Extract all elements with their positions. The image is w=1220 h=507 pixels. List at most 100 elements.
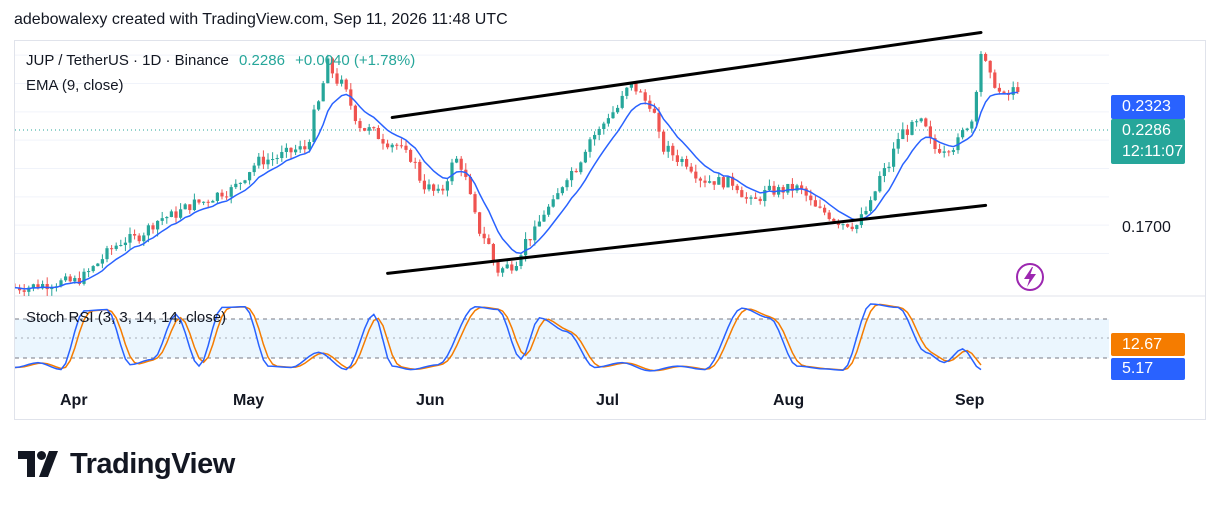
ema-price-tag: 0.2323 [1111,95,1185,119]
tv-logo-icon [18,451,58,477]
attribution-header: adebowalexy created with TradingView.com… [14,11,508,28]
candle-up [100,259,104,264]
candle-up [537,221,541,227]
candle-up [123,242,127,246]
candle-down [197,199,201,203]
candle-up [294,149,298,153]
candle-up [882,168,886,176]
lower-channel-line[interactable] [386,203,988,275]
candle-up [869,200,873,211]
candle-up [202,201,206,203]
candle-up [31,284,35,288]
stoch-legend-label: Stoch RSI (3, 3, 14, 14, close) [26,309,227,326]
candle-down [657,112,661,132]
candle-up [445,181,449,191]
candle-up [565,180,569,188]
candle-up [514,266,518,271]
candle-down [68,276,72,282]
last-price-tag: 0.2286 12:11:07 [1111,119,1185,164]
candle-down [376,127,380,140]
candle-up [951,150,955,152]
candle-up [708,181,712,183]
candle-up [307,141,311,150]
tradingview-logo[interactable]: TradingView [18,447,235,481]
candle-up [248,172,252,181]
candle-up [275,158,279,160]
candle-up [105,248,109,260]
lightning-icon[interactable] [1016,263,1044,291]
candle-down [335,73,339,84]
candle-down [478,212,482,234]
candle-up [183,204,187,210]
candle-up [271,159,275,161]
candle-up [211,200,215,203]
candle-up [298,146,302,150]
candle-up [427,184,431,190]
candle-up [956,137,960,151]
candle-up [257,156,261,166]
candle-down [662,131,666,152]
candle-up [841,224,845,226]
candle-down [685,158,689,167]
candle-up [321,83,325,102]
candle-down [18,287,22,291]
candle-down [790,183,794,191]
candle-up [160,218,164,221]
candle-down [206,201,210,203]
candle-up [974,91,978,122]
candle-up [82,271,86,284]
candle-up [59,280,63,287]
candle-down [303,146,307,150]
candle-down [188,204,192,211]
candle-up [547,206,551,215]
candle-down [289,147,293,153]
candle-up [625,87,629,96]
ema-legend[interactable]: EMA (9, close) [26,77,124,94]
candle-down [133,234,137,236]
symbol-legend: JUP / TetherUS · 1D · Binance 0.2286 +0.… [26,52,415,69]
upper-channel-line[interactable] [390,31,983,119]
candle-up [73,278,77,282]
candle-up [795,185,799,191]
candle-down [781,187,785,193]
candle-down [77,278,81,284]
candle-up [317,101,321,110]
candle-up [961,130,965,138]
candle-down [712,181,716,185]
candle-down [758,198,762,202]
candle-up [556,193,560,200]
stoch-legend[interactable]: Stoch RSI (3, 3, 14, 14, close) [26,309,226,326]
candle-up [726,176,730,188]
candle-down [928,126,932,139]
candle-down [381,139,385,144]
candle-down [735,185,739,191]
candle-up [192,199,196,211]
candle-down [675,155,679,162]
candle-down [988,60,992,73]
candle-up [142,235,146,242]
candle-up [629,83,633,88]
candle-down [938,148,942,153]
candle-down [813,200,817,207]
candle-down [639,91,643,93]
candle-down [225,196,229,198]
candle-up [505,264,509,269]
candle-down [22,290,26,292]
candle-down [395,144,399,146]
candle-up [234,183,238,188]
candle-down [634,83,638,92]
candle-up [179,209,183,218]
candle-up [367,127,371,131]
candle-up [390,144,394,148]
candle-up [27,287,31,292]
candle-up [892,148,896,167]
candle-up [243,180,247,183]
candle-up [519,255,523,267]
candle-up [855,225,859,230]
candle-down [413,161,417,163]
candle-up [165,217,169,219]
candle-up [979,53,983,92]
symbol-name[interactable]: JUP / TetherUS · 1D · Binance [26,52,229,69]
candle-up [533,226,537,241]
